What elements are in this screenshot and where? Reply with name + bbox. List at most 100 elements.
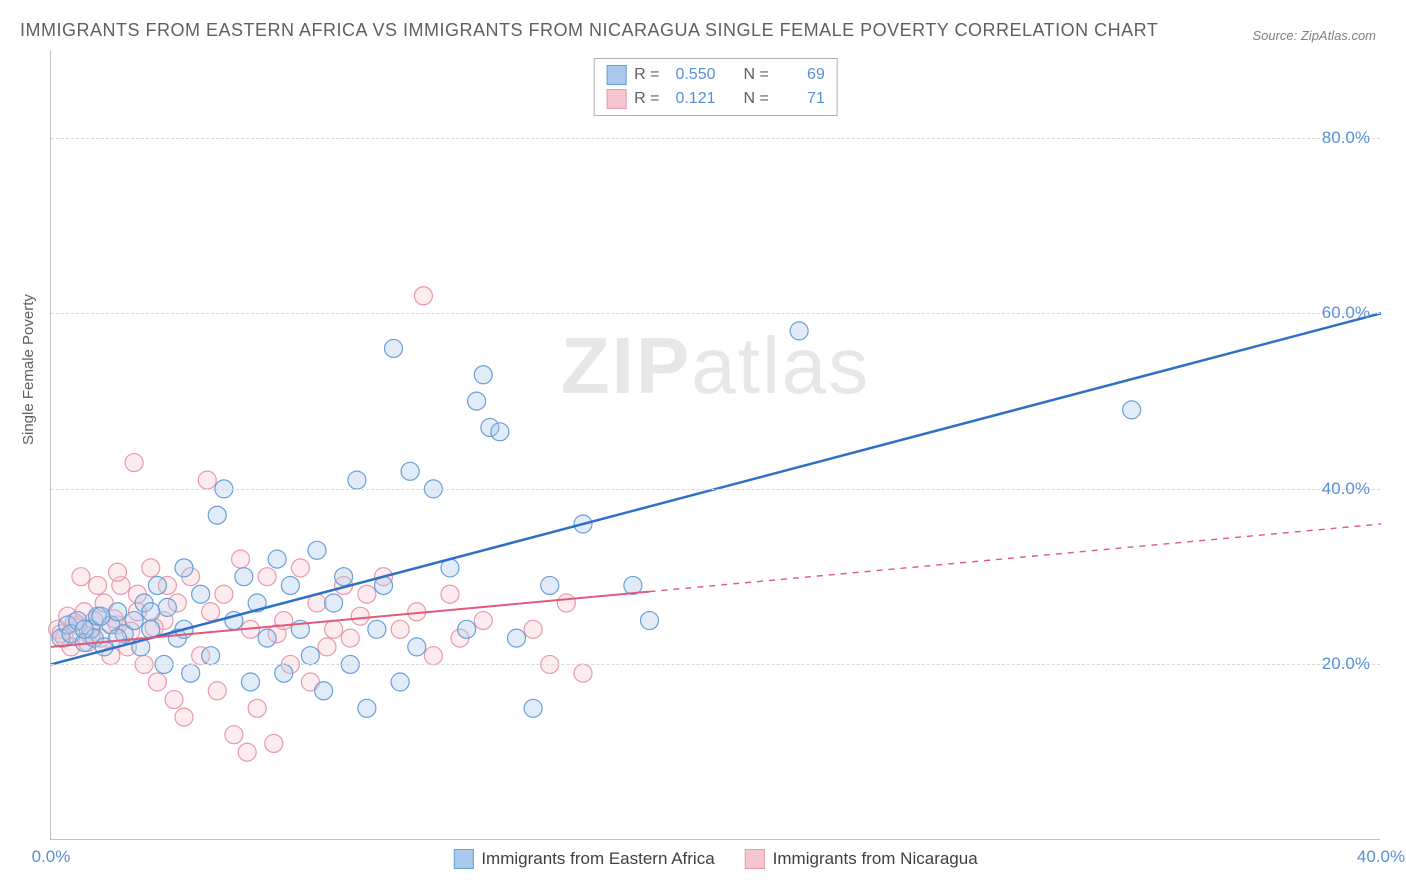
r-value-b: 0.121 [668, 90, 716, 108]
data-point [192, 585, 210, 603]
stats-row-series-b: R = 0.121 N = 71 [606, 87, 825, 111]
data-point [308, 541, 326, 559]
data-point [232, 550, 250, 568]
data-point [524, 699, 542, 717]
chart-container: IMMIGRANTS FROM EASTERN AFRICA VS IMMIGR… [0, 0, 1406, 892]
data-point [351, 607, 369, 625]
data-point [75, 620, 93, 638]
legend-item-b: Immigrants from Nicaragua [745, 849, 978, 869]
data-point [275, 664, 293, 682]
data-point [268, 550, 286, 568]
data-point [158, 598, 176, 616]
data-point [215, 585, 233, 603]
data-point [109, 563, 127, 581]
data-point [325, 594, 343, 612]
y-tick-label: 40.0% [1322, 479, 1370, 499]
x-tick-label: 40.0% [1357, 847, 1405, 867]
data-point [248, 699, 266, 717]
data-point [335, 568, 353, 586]
n-value-b: 71 [777, 90, 825, 108]
data-point [508, 629, 526, 647]
data-point [291, 559, 309, 577]
trend-line-extrapolated [650, 524, 1382, 592]
data-point [235, 568, 253, 586]
chart-svg [51, 50, 1380, 839]
data-point [341, 629, 359, 647]
data-point [458, 620, 476, 638]
data-point [281, 576, 299, 594]
data-point [225, 726, 243, 744]
data-point [391, 673, 409, 691]
y-tick-label: 60.0% [1322, 303, 1370, 323]
data-point [92, 607, 110, 625]
data-point [414, 287, 432, 305]
data-point [348, 471, 366, 489]
data-point [142, 603, 160, 621]
data-point [574, 664, 592, 682]
gridline [51, 313, 1380, 314]
data-point [109, 603, 127, 621]
chart-title: IMMIGRANTS FROM EASTERN AFRICA VS IMMIGR… [20, 20, 1158, 41]
gridline [51, 489, 1380, 490]
data-point [424, 647, 442, 665]
data-point [318, 638, 336, 656]
data-point [384, 339, 402, 357]
data-point [474, 366, 492, 384]
data-point [1123, 401, 1141, 419]
gridline [51, 664, 1380, 665]
data-point [401, 462, 419, 480]
legend-label-b: Immigrants from Nicaragua [773, 849, 978, 869]
data-point [125, 612, 143, 630]
data-point [301, 647, 319, 665]
data-point [89, 576, 107, 594]
data-point [208, 506, 226, 524]
r-value-a: 0.550 [668, 66, 716, 84]
legend-label-a: Immigrants from Eastern Africa [481, 849, 714, 869]
data-point [368, 620, 386, 638]
data-point [258, 568, 276, 586]
data-point [524, 620, 542, 638]
y-tick-label: 80.0% [1322, 128, 1370, 148]
data-point [408, 638, 426, 656]
data-point [198, 471, 216, 489]
data-point [202, 647, 220, 665]
data-point [238, 743, 256, 761]
data-point [557, 594, 575, 612]
data-point [641, 612, 659, 630]
data-point [325, 620, 343, 638]
data-point [541, 576, 559, 594]
data-point [142, 559, 160, 577]
legend-item-a: Immigrants from Eastern Africa [453, 849, 714, 869]
data-point [258, 629, 276, 647]
data-point [148, 673, 166, 691]
data-point [265, 734, 283, 752]
y-tick-label: 20.0% [1322, 654, 1370, 674]
data-point [358, 585, 376, 603]
data-point [165, 691, 183, 709]
data-point [468, 392, 486, 410]
y-axis-label: Single Female Poverty [20, 294, 37, 445]
data-point [315, 682, 333, 700]
data-point [441, 585, 459, 603]
data-point [175, 559, 193, 577]
x-tick-label: 0.0% [32, 847, 71, 867]
source-attribution: Source: ZipAtlas.com [1252, 28, 1376, 43]
data-point [72, 568, 90, 586]
data-point [175, 708, 193, 726]
swatch-series-a [606, 65, 626, 85]
stats-row-series-a: R = 0.550 N = 69 [606, 63, 825, 87]
gridline [51, 138, 1380, 139]
data-point [208, 682, 226, 700]
n-value-a: 69 [777, 66, 825, 84]
data-point [148, 576, 166, 594]
data-point [790, 322, 808, 340]
stats-legend-box: R = 0.550 N = 69 R = 0.121 N = 71 [593, 58, 838, 116]
data-point [182, 664, 200, 682]
bottom-legend: Immigrants from Eastern Africa Immigrant… [453, 849, 977, 869]
legend-swatch-a [453, 849, 473, 869]
data-point [125, 454, 143, 472]
swatch-series-b [606, 89, 626, 109]
data-point [391, 620, 409, 638]
data-point [358, 699, 376, 717]
data-point [491, 423, 509, 441]
